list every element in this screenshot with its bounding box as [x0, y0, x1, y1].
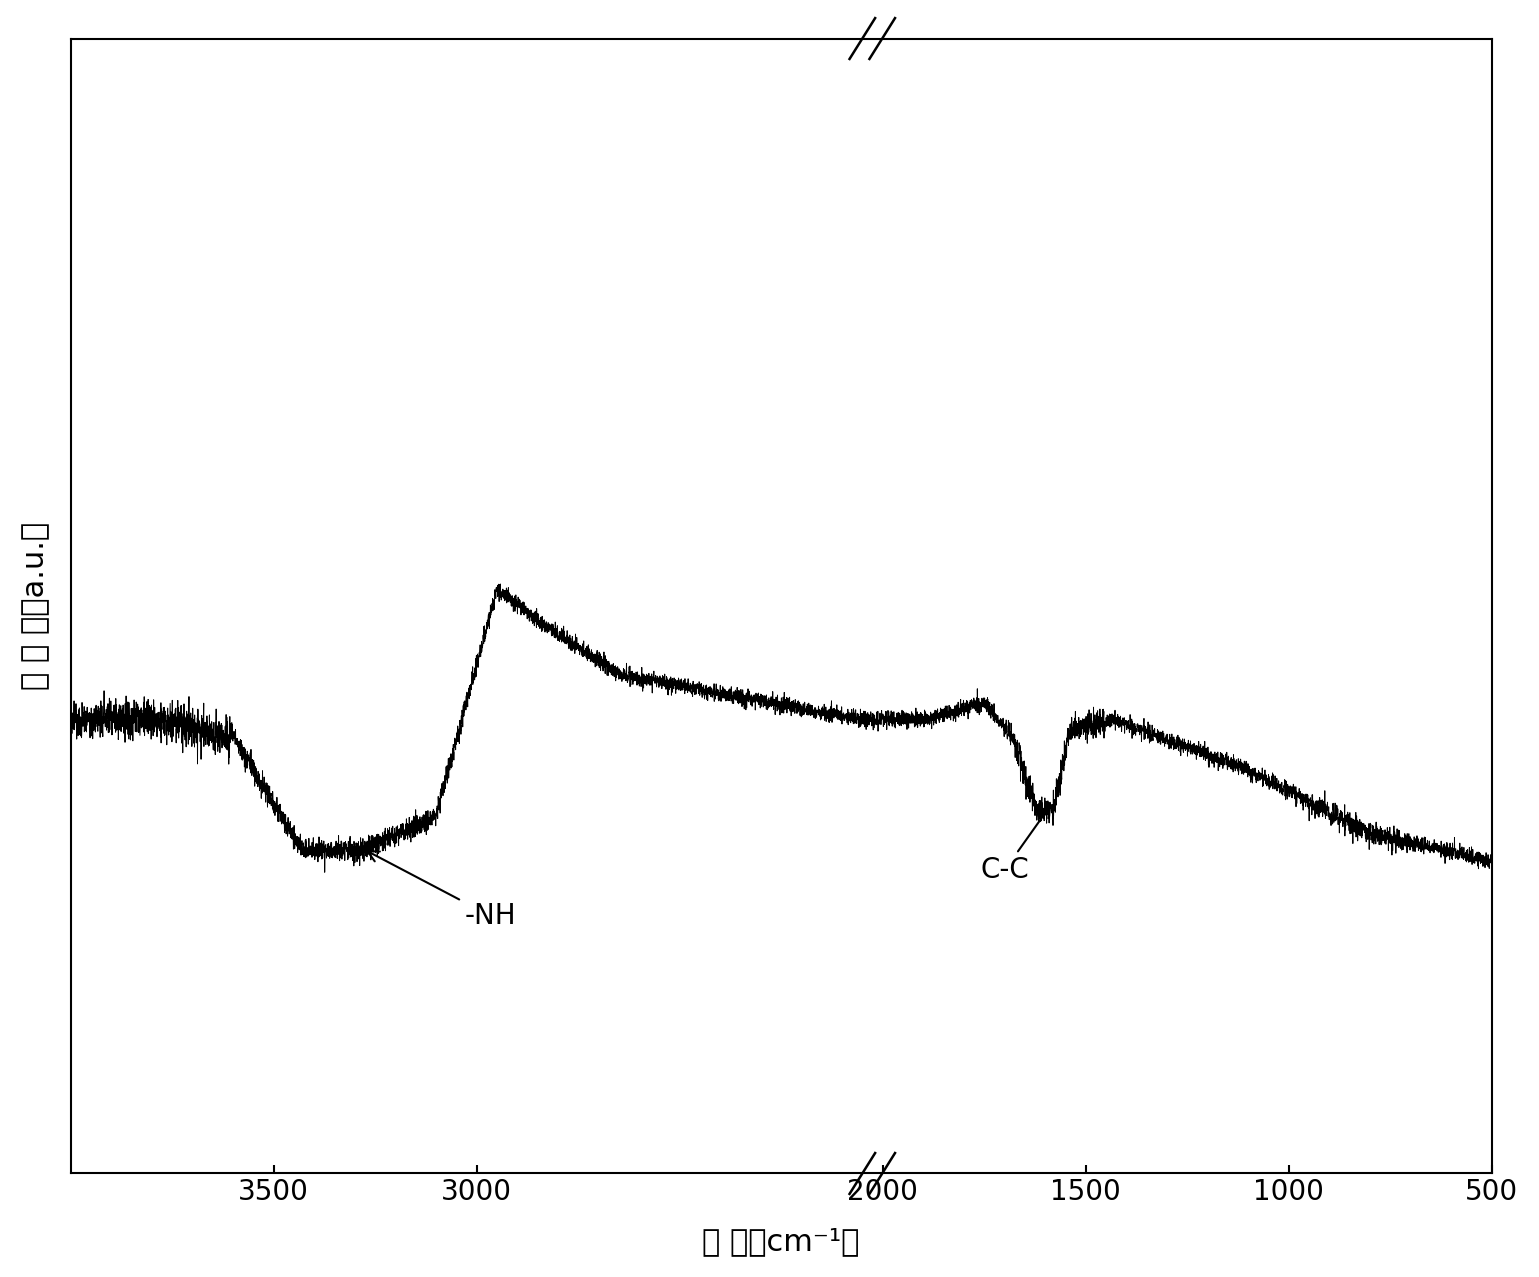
Y-axis label: 透 射 比（a.u.）: 透 射 比（a.u.）	[22, 522, 49, 690]
X-axis label: 波 数（cm⁻¹）: 波 数（cm⁻¹）	[702, 1227, 860, 1257]
Text: -NH: -NH	[368, 852, 516, 930]
Text: C-C: C-C	[980, 806, 1050, 885]
